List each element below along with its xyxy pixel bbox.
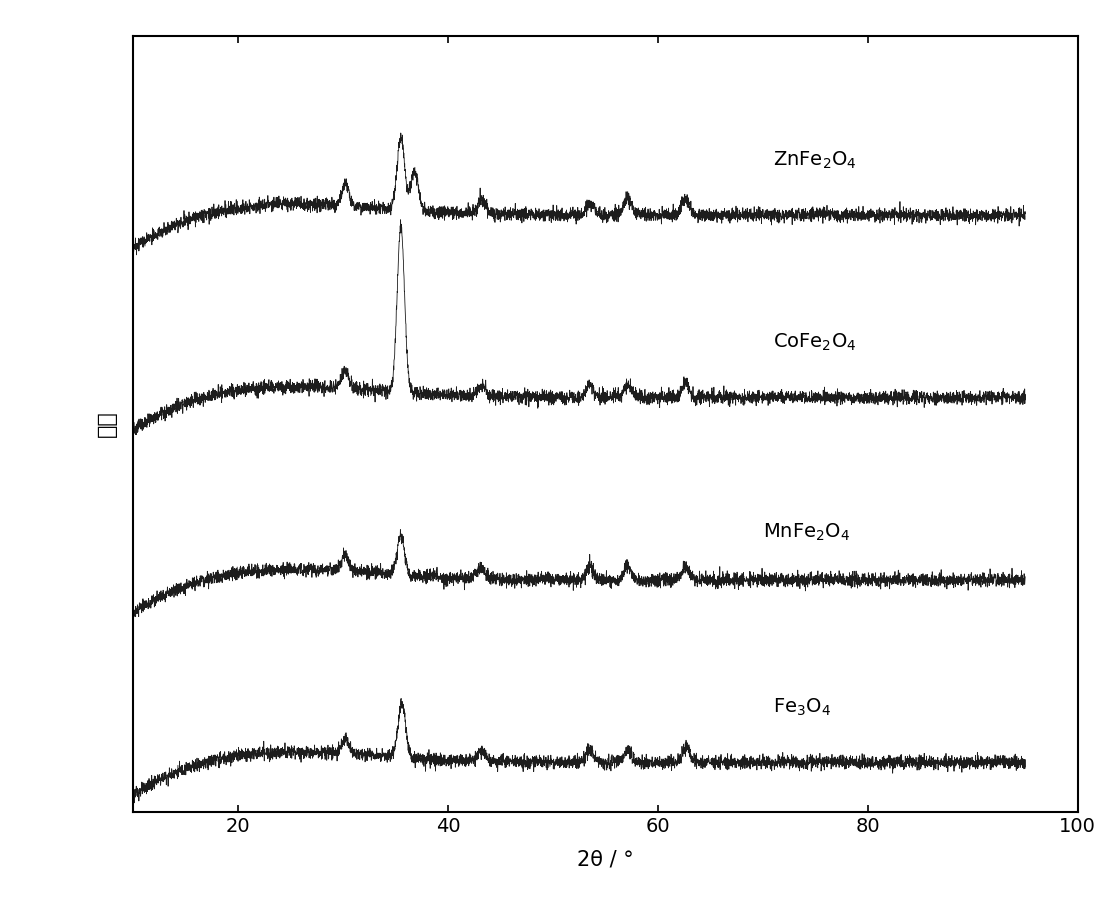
Text: CoFe$_2$O$_4$: CoFe$_2$O$_4$ bbox=[773, 332, 857, 354]
Text: ZnFe$_2$O$_4$: ZnFe$_2$O$_4$ bbox=[773, 150, 857, 170]
Text: Fe$_3$O$_4$: Fe$_3$O$_4$ bbox=[773, 697, 831, 718]
Y-axis label: 强度: 强度 bbox=[97, 410, 117, 437]
X-axis label: 2θ / °: 2θ / ° bbox=[577, 850, 634, 870]
Text: MnFe$_2$O$_4$: MnFe$_2$O$_4$ bbox=[763, 522, 850, 543]
